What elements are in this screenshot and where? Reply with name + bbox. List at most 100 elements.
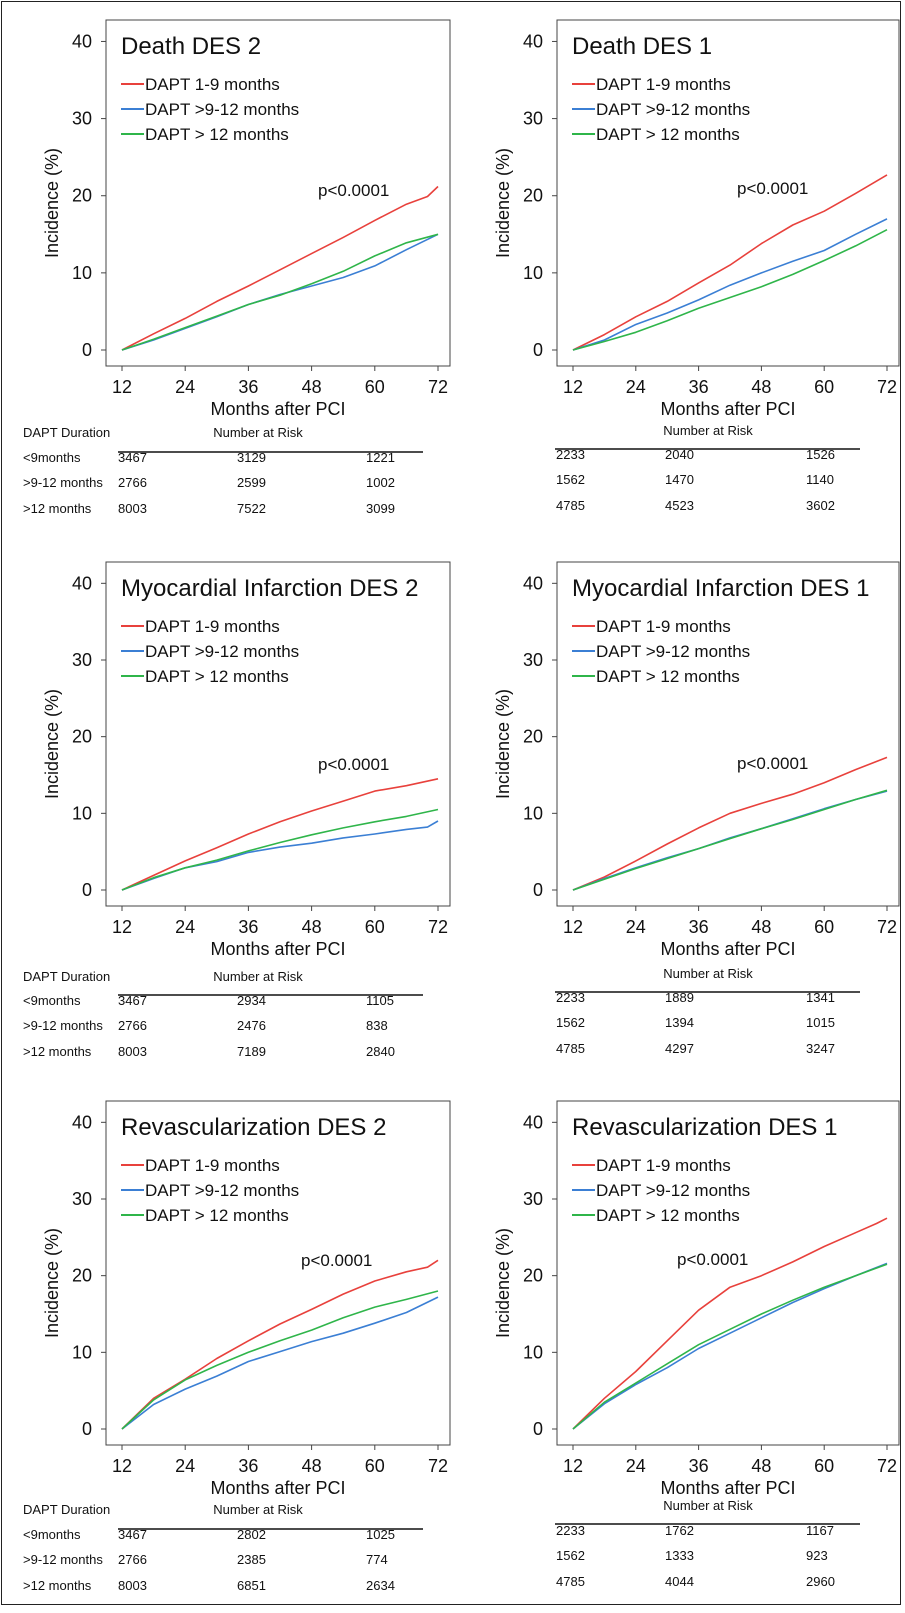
plot-frame [556, 19, 900, 367]
risk-value: 3602 [806, 498, 835, 513]
x-axis-label: Months after PCI [210, 1478, 345, 1498]
risk-table-title: Number at Risk [213, 969, 303, 984]
p-value-annotation: p<0.0001 [318, 181, 389, 200]
series-line-3 [572, 789, 888, 891]
risk-value: 4785 [556, 1574, 585, 1589]
chart-title: Death DES 1 [572, 33, 712, 60]
risk-value: 2840 [366, 1044, 395, 1059]
x-tick-label: 12 [563, 1456, 583, 1476]
risk-value: 1394 [665, 1015, 694, 1030]
risk-value: 1025 [366, 1527, 395, 1542]
x-tick-label: 60 [814, 377, 834, 397]
x-tick-label: 60 [814, 1456, 834, 1476]
x-tick-label: 36 [238, 917, 258, 937]
risk-value: 1167 [806, 1523, 834, 1538]
risk-value: 2802 [237, 1527, 266, 1542]
x-tick-label: 72 [877, 377, 897, 397]
risk-row-label: <9months [23, 450, 81, 465]
y-tick-label: 10 [523, 803, 543, 823]
y-tick-label: 20 [523, 1266, 543, 1286]
series-line-3 [121, 1290, 439, 1430]
risk-row-label: >9-12 months [23, 475, 103, 490]
series-line-1 [572, 1217, 888, 1430]
risk-value: 2233 [556, 1523, 585, 1538]
legend-label: DAPT >9-12 months [145, 1181, 299, 1200]
series-line-2 [572, 790, 888, 891]
x-tick-label: 72 [428, 917, 448, 937]
y-tick-label: 0 [533, 1419, 543, 1439]
series-line-1 [572, 756, 888, 891]
x-tick-label: 12 [112, 917, 132, 937]
x-tick-label: 36 [689, 917, 709, 937]
series-line-2 [121, 1296, 439, 1430]
x-axis-label: Months after PCI [210, 399, 345, 419]
y-axis-label: Incidence (%) [42, 148, 62, 258]
risk-table-title: Number at Risk [663, 423, 753, 438]
x-tick-label: 60 [814, 917, 834, 937]
risk-value: 6851 [237, 1578, 266, 1593]
risk-table-header: DAPT Duration [23, 1502, 110, 1517]
series-line-2 [572, 218, 888, 351]
legend-label: DAPT 1-9 months [596, 617, 731, 636]
risk-value: 1015 [806, 1015, 835, 1030]
y-axis-label: Incidence (%) [493, 148, 513, 258]
y-tick-label: 40 [523, 31, 543, 51]
risk-value: 2040 [665, 447, 694, 462]
risk-value: 8003 [118, 1044, 147, 1059]
risk-value: 2385 [237, 1552, 266, 1567]
risk-row-label: >9-12 months [23, 1552, 103, 1567]
x-tick-label: 12 [563, 377, 583, 397]
x-tick-label: 36 [689, 377, 709, 397]
y-tick-label: 30 [523, 1189, 543, 1209]
risk-table-title: Number at Risk [213, 1502, 303, 1517]
y-axis-label: Incidence (%) [42, 1228, 62, 1338]
x-tick-label: 48 [751, 1456, 771, 1476]
x-tick-label: 12 [112, 1456, 132, 1476]
risk-value: 8003 [118, 1578, 147, 1593]
risk-value: 2476 [237, 1018, 266, 1033]
risk-value: 4785 [556, 1041, 585, 1056]
y-axis-label: Incidence (%) [493, 1228, 513, 1338]
series-line-2 [572, 1262, 888, 1430]
risk-value: 3247 [806, 1041, 835, 1056]
p-value-annotation: p<0.0001 [301, 1251, 372, 1270]
y-tick-label: 0 [82, 880, 92, 900]
risk-value: 2634 [366, 1578, 395, 1593]
risk-value: 7189 [237, 1044, 266, 1059]
risk-value: 2599 [237, 475, 266, 490]
y-tick-label: 20 [72, 1266, 92, 1286]
risk-value: 1140 [806, 472, 834, 487]
y-axis-label: Incidence (%) [493, 689, 513, 799]
x-tick-label: 72 [877, 917, 897, 937]
risk-value: 923 [806, 1548, 828, 1563]
chart-title: Myocardial Infarction DES 2 [121, 575, 418, 602]
y-tick-label: 0 [82, 1419, 92, 1439]
risk-row-label: <9months [23, 1527, 81, 1542]
y-tick-label: 0 [533, 880, 543, 900]
risk-row-label: >12 months [23, 501, 92, 516]
y-tick-label: 0 [82, 340, 92, 360]
y-tick-label: 10 [523, 263, 543, 283]
plot-frame [556, 1100, 900, 1446]
x-tick-label: 24 [626, 1456, 646, 1476]
risk-table-header: DAPT Duration [23, 425, 110, 440]
y-tick-label: 10 [523, 1342, 543, 1362]
risk-value: 1562 [556, 1015, 585, 1030]
y-tick-label: 40 [72, 31, 92, 51]
y-tick-label: 40 [72, 573, 92, 593]
risk-value: 1889 [665, 990, 694, 1005]
p-value-annotation: p<0.0001 [737, 754, 808, 773]
risk-value: 1221 [366, 450, 395, 465]
risk-value: 1762 [665, 1523, 694, 1538]
y-tick-label: 30 [72, 109, 92, 129]
y-tick-label: 10 [72, 803, 92, 823]
y-tick-label: 40 [72, 1112, 92, 1132]
chart-title: Revascularization DES 2 [121, 1114, 386, 1141]
y-tick-label: 30 [523, 650, 543, 670]
y-tick-label: 30 [72, 650, 92, 670]
legend-label: DAPT >9-12 months [596, 1181, 750, 1200]
risk-value: 2766 [118, 1018, 147, 1033]
legend-label: DAPT > 12 months [145, 125, 289, 144]
risk-value: 2934 [237, 993, 266, 1008]
